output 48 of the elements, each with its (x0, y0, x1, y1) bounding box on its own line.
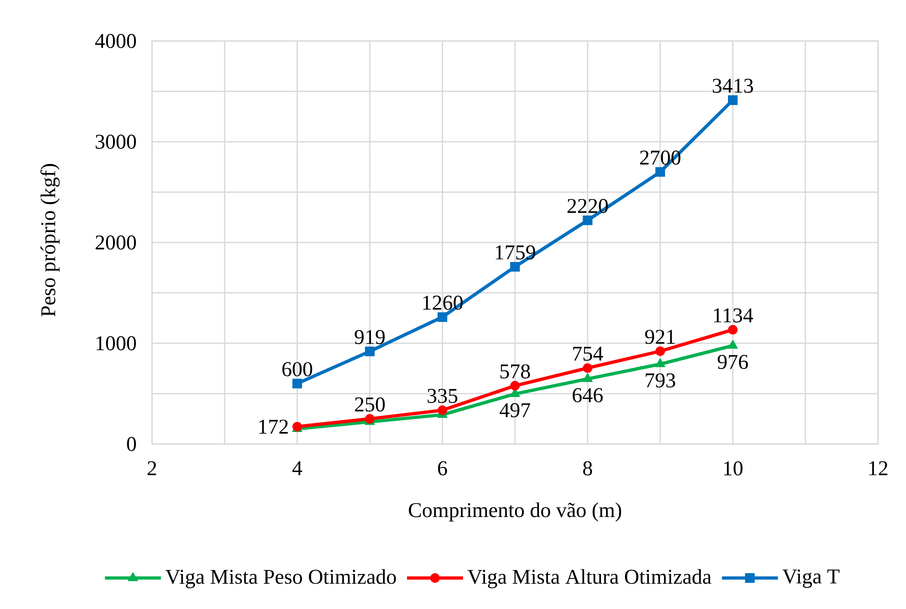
x-tick-label: 6 (438, 461, 448, 476)
point (582, 363, 592, 373)
x-tick-label: 8 (583, 461, 592, 476)
y-tick-label: 2000 (96, 235, 136, 250)
point (582, 215, 592, 226)
point (438, 405, 448, 416)
data-label: 793 (646, 373, 676, 388)
data-label: 497 (500, 403, 530, 418)
point (728, 340, 738, 349)
point (510, 380, 520, 391)
data-label: 646 (572, 388, 603, 402)
point (728, 95, 738, 105)
y-tick-label: 3000 (96, 134, 136, 149)
data-label: 754 (573, 346, 604, 361)
data-label: 1134 (714, 308, 754, 322)
x-axis-title: Comprimento do vão (m) (408, 502, 622, 522)
data-label: 919 (354, 330, 385, 344)
point (292, 378, 302, 388)
point (364, 346, 375, 356)
data-label: 2220 (568, 198, 608, 214)
legend-label: Viga T (782, 569, 840, 588)
point (655, 358, 666, 368)
x-tick-label: 2 (148, 461, 156, 476)
data-label: 1759 (496, 245, 536, 260)
data-label: 1260 (423, 296, 463, 310)
data-label: 976 (718, 354, 748, 370)
point (438, 312, 448, 322)
data-label: 335 (428, 388, 458, 403)
data-label: 578 (500, 364, 530, 378)
x-tick-label: 10 (724, 461, 743, 476)
y-tick-label: 4000 (95, 34, 136, 48)
legend-label: Viga Mista Altura Otimizada (468, 569, 712, 588)
y-tick-label: 0 (127, 436, 136, 452)
point (582, 373, 593, 382)
data-label: 172 (259, 420, 288, 434)
point (655, 167, 666, 177)
point (510, 262, 520, 272)
point (655, 346, 666, 356)
x-tick-label: 4 (292, 461, 302, 476)
y-axis-title: Peso próprio (kgf) (40, 164, 60, 316)
y-tick-label: 1000 (96, 336, 136, 350)
point (728, 324, 738, 335)
legend-label: Viga Mista Peso Otimizado (165, 569, 396, 588)
data-label: 600 (282, 362, 312, 376)
data-label: 921 (645, 330, 675, 344)
x-tick-label: 12 (869, 461, 888, 476)
data-label: 3413 (712, 78, 753, 93)
data-label: 250 (354, 397, 385, 412)
